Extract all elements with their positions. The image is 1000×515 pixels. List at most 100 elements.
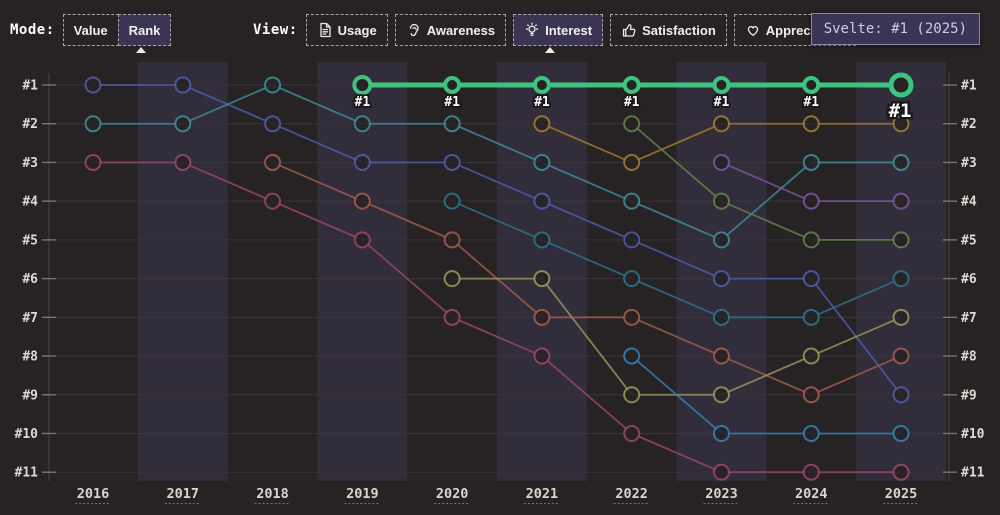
data-point-olive[interactable]: [443, 270, 461, 288]
data-point-indigo[interactable]: [443, 153, 461, 171]
year-label[interactable]: 2025: [885, 486, 918, 502]
mode-group: Mode: Value Rank: [10, 14, 172, 46]
data-point-pink-maroon[interactable]: [712, 463, 730, 481]
data-point-gold[interactable]: [802, 115, 820, 133]
data-point-gold[interactable]: [623, 153, 641, 171]
year-label[interactable]: 2016: [77, 486, 110, 502]
data-point-svelte-green[interactable]: [888, 72, 914, 98]
data-point-purple[interactable]: [712, 153, 730, 171]
mode-value-button[interactable]: Value: [62, 14, 119, 46]
data-point-indigo[interactable]: [533, 192, 551, 210]
data-point-teal[interactable]: [712, 231, 730, 249]
rank-label-left: #2: [22, 117, 38, 132]
data-point-teal[interactable]: [264, 76, 282, 94]
data-point-teal[interactable]: [443, 115, 461, 133]
year-label[interactable]: 2017: [167, 486, 200, 502]
data-point-teal[interactable]: [174, 115, 192, 133]
year-label[interactable]: 2020: [436, 486, 469, 502]
data-point-teal[interactable]: [353, 115, 371, 133]
data-point-brick-red[interactable]: [802, 386, 820, 404]
data-point-svelte-green[interactable]: [443, 76, 462, 94]
mode-rank-button[interactable]: Rank: [117, 14, 172, 46]
data-point-olive[interactable]: [623, 386, 641, 404]
data-point-dark-cyan[interactable]: [623, 270, 641, 288]
data-point-svelte-green[interactable]: [802, 76, 821, 94]
data-point-steel-blue[interactable]: [712, 424, 730, 442]
data-point-purple[interactable]: [802, 192, 820, 210]
data-point-teal[interactable]: [533, 153, 551, 171]
data-point-pink-maroon[interactable]: [353, 231, 371, 249]
data-point-pink-maroon[interactable]: [264, 192, 282, 210]
data-point-olive[interactable]: [892, 308, 910, 326]
year-label[interactable]: 2022: [615, 486, 648, 502]
data-point-brick-red[interactable]: [443, 231, 461, 249]
data-point-pink-maroon[interactable]: [892, 463, 910, 481]
data-point-indigo[interactable]: [84, 76, 102, 94]
data-point-svelte-green[interactable]: [712, 76, 731, 94]
data-point-dark-cyan[interactable]: [443, 192, 461, 210]
year-label[interactable]: 2024: [795, 486, 828, 502]
tab-usage[interactable]: Usage: [305, 14, 388, 46]
data-point-brick-red[interactable]: [712, 347, 730, 365]
highlight-rank-label: #1: [534, 95, 550, 110]
data-point-dark-green[interactable]: [712, 192, 730, 210]
data-point-indigo[interactable]: [892, 386, 910, 404]
data-point-dark-cyan[interactable]: [802, 308, 820, 326]
data-point-indigo[interactable]: [353, 153, 371, 171]
data-point-brick-red[interactable]: [353, 192, 371, 210]
data-point-purple[interactable]: [892, 192, 910, 210]
data-point-pink-maroon[interactable]: [84, 153, 102, 171]
tab-interest[interactable]: Interest: [513, 14, 604, 46]
data-point-steel-blue[interactable]: [892, 424, 910, 442]
data-point-dark-green[interactable]: [802, 231, 820, 249]
data-point-indigo[interactable]: [623, 231, 641, 249]
series-line-teal: [93, 84, 902, 241]
series-line-steel-blue: [631, 355, 902, 435]
rank-label-right: #3: [961, 156, 977, 171]
year-label[interactable]: 2021: [526, 486, 559, 502]
data-point-gold[interactable]: [533, 115, 551, 133]
rank-label-left: #4: [22, 195, 38, 210]
data-point-gold[interactable]: [712, 115, 730, 133]
rank-label-left: #1: [22, 79, 38, 94]
data-point-gold[interactable]: [892, 115, 910, 133]
data-point-svelte-green[interactable]: [352, 75, 373, 95]
data-point-steel-blue[interactable]: [623, 347, 641, 365]
data-point-pink-maroon[interactable]: [174, 153, 192, 171]
year-label[interactable]: 2019: [346, 486, 379, 502]
data-point-indigo[interactable]: [264, 115, 282, 133]
data-point-dark-cyan[interactable]: [892, 270, 910, 288]
data-point-steel-blue[interactable]: [802, 424, 820, 442]
data-point-pink-maroon[interactable]: [443, 308, 461, 326]
data-point-brick-red[interactable]: [892, 347, 910, 365]
highlight-rank-label: #1: [714, 95, 730, 110]
data-point-olive[interactable]: [712, 386, 730, 404]
data-point-svelte-green[interactable]: [622, 76, 641, 94]
data-point-pink-maroon[interactable]: [623, 424, 641, 442]
data-point-olive[interactable]: [533, 270, 551, 288]
data-point-teal[interactable]: [802, 153, 820, 171]
lightbulb-icon: [524, 22, 540, 38]
data-point-brick-red[interactable]: [533, 308, 551, 326]
data-point-olive[interactable]: [802, 347, 820, 365]
year-label[interactable]: 2018: [256, 486, 289, 502]
data-point-dark-cyan[interactable]: [712, 308, 730, 326]
data-point-dark-cyan[interactable]: [533, 231, 551, 249]
data-point-teal[interactable]: [892, 153, 910, 171]
year-label[interactable]: 2023: [705, 486, 738, 502]
data-point-svelte-green[interactable]: [532, 76, 551, 94]
data-point-teal[interactable]: [84, 115, 102, 133]
data-point-dark-green[interactable]: [623, 115, 641, 133]
data-point-dark-green[interactable]: [892, 231, 910, 249]
data-point-indigo[interactable]: [802, 270, 820, 288]
tab-awareness[interactable]: Awareness: [394, 14, 507, 46]
rank-label-left: #9: [22, 388, 38, 403]
data-point-brick-red[interactable]: [623, 308, 641, 326]
data-point-pink-maroon[interactable]: [802, 463, 820, 481]
data-point-indigo[interactable]: [174, 76, 192, 94]
data-point-brick-red[interactable]: [264, 153, 282, 171]
data-point-teal[interactable]: [623, 192, 641, 210]
data-point-indigo[interactable]: [712, 270, 730, 288]
data-point-pink-maroon[interactable]: [533, 347, 551, 365]
tab-satisfaction[interactable]: Satisfaction: [610, 14, 727, 46]
